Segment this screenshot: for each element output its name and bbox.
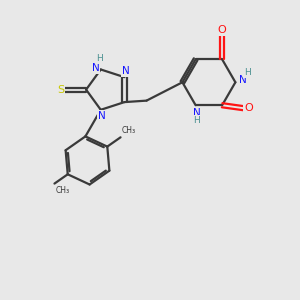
Text: CH₃: CH₃ (122, 126, 136, 135)
Text: H: H (96, 54, 103, 63)
Text: O: O (244, 103, 253, 113)
Text: N: N (98, 111, 106, 121)
Text: N: N (122, 66, 130, 76)
Text: N: N (92, 63, 100, 73)
Text: H: H (193, 116, 200, 125)
Text: O: O (218, 25, 226, 35)
Text: N: N (193, 108, 200, 118)
Text: N: N (239, 75, 247, 85)
Text: CH₃: CH₃ (56, 186, 70, 195)
Text: S: S (57, 85, 64, 94)
Text: H: H (244, 68, 251, 77)
